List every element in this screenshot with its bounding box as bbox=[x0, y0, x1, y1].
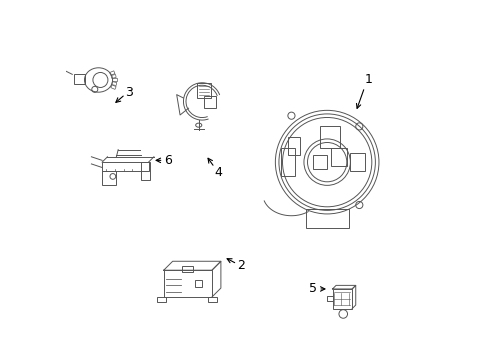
Text: 6: 6 bbox=[164, 154, 172, 167]
Bar bbox=[208, 297, 218, 302]
Bar bbox=[112, 78, 117, 81]
Text: 2: 2 bbox=[238, 259, 245, 272]
Bar bbox=[102, 171, 117, 185]
Bar bbox=[288, 137, 300, 155]
Bar bbox=[333, 289, 352, 309]
Text: 3: 3 bbox=[125, 86, 133, 99]
Text: 4: 4 bbox=[214, 166, 222, 179]
Bar bbox=[320, 126, 340, 148]
Bar bbox=[110, 71, 115, 75]
Bar bbox=[102, 162, 148, 171]
Bar bbox=[281, 148, 295, 176]
Text: 1: 1 bbox=[364, 73, 372, 86]
Bar bbox=[350, 153, 365, 171]
Bar bbox=[197, 83, 211, 98]
Bar bbox=[111, 75, 116, 78]
Bar bbox=[182, 266, 193, 272]
Bar bbox=[112, 82, 117, 86]
Bar bbox=[204, 96, 216, 108]
Bar bbox=[74, 75, 85, 84]
Bar bbox=[313, 155, 327, 169]
Bar bbox=[195, 280, 202, 287]
Bar bbox=[157, 297, 166, 302]
Text: 5: 5 bbox=[309, 283, 317, 296]
Bar bbox=[142, 162, 150, 180]
Bar bbox=[306, 208, 348, 228]
Bar bbox=[164, 270, 212, 297]
Bar bbox=[331, 148, 347, 166]
Bar bbox=[111, 85, 116, 89]
